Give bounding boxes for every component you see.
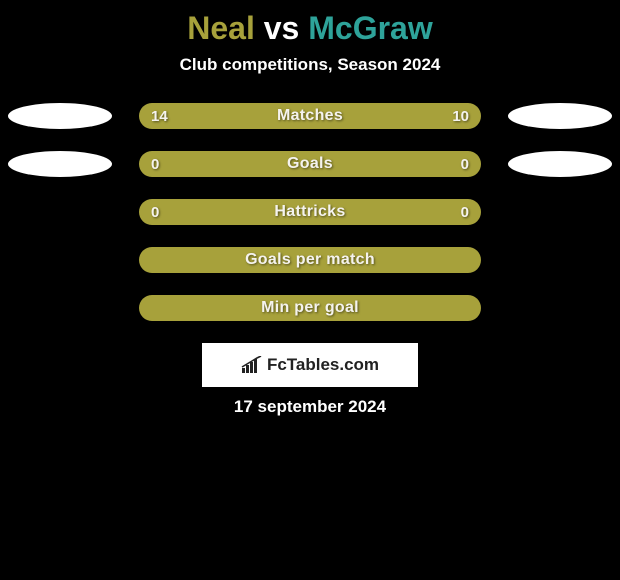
comparison-title: Neal vs McGraw	[0, 0, 620, 55]
stat-value-right: 0	[461, 156, 469, 173]
stat-bar: Min per goal	[139, 295, 481, 321]
stat-row: 14 Matches 10	[0, 103, 620, 129]
subtitle: Club competitions, Season 2024	[0, 55, 620, 103]
stat-value-left: 14	[151, 108, 168, 125]
date-line: 17 september 2024	[0, 397, 620, 417]
stat-row: Min per goal	[0, 295, 620, 321]
stat-bar: Goals per match	[139, 247, 481, 273]
stat-label: Hattricks	[274, 203, 345, 221]
ellipse-right	[508, 151, 612, 177]
vs-text: vs	[264, 10, 300, 46]
stat-bar: 0 Hattricks 0	[139, 199, 481, 225]
ellipse-right	[508, 103, 612, 129]
player1-name: Neal	[187, 10, 255, 46]
logo-text: FcTables.com	[267, 355, 379, 375]
stat-bar: 0 Goals 0	[139, 151, 481, 177]
stat-label: Matches	[277, 107, 343, 125]
stat-bar: 14 Matches 10	[139, 103, 481, 129]
stat-value-left: 0	[151, 204, 159, 221]
chart-icon	[241, 356, 263, 374]
stat-row: Goals per match	[0, 247, 620, 273]
ellipse-left	[8, 103, 112, 129]
stat-label: Goals per match	[245, 251, 375, 269]
stats-rows: 14 Matches 10 0 Goals 0 0 Hattricks 0 Goals per m…	[0, 103, 620, 321]
stat-row: 0 Goals 0	[0, 151, 620, 177]
stat-row: 0 Hattricks 0	[0, 199, 620, 225]
stat-label: Min per goal	[261, 299, 359, 317]
stat-value-right: 0	[461, 204, 469, 221]
stat-label: Goals	[287, 155, 333, 173]
logo-box: FcTables.com	[202, 343, 418, 387]
player2-name: McGraw	[308, 10, 432, 46]
ellipse-left	[8, 151, 112, 177]
stat-value-left: 0	[151, 156, 159, 173]
stat-value-right: 10	[452, 108, 469, 125]
